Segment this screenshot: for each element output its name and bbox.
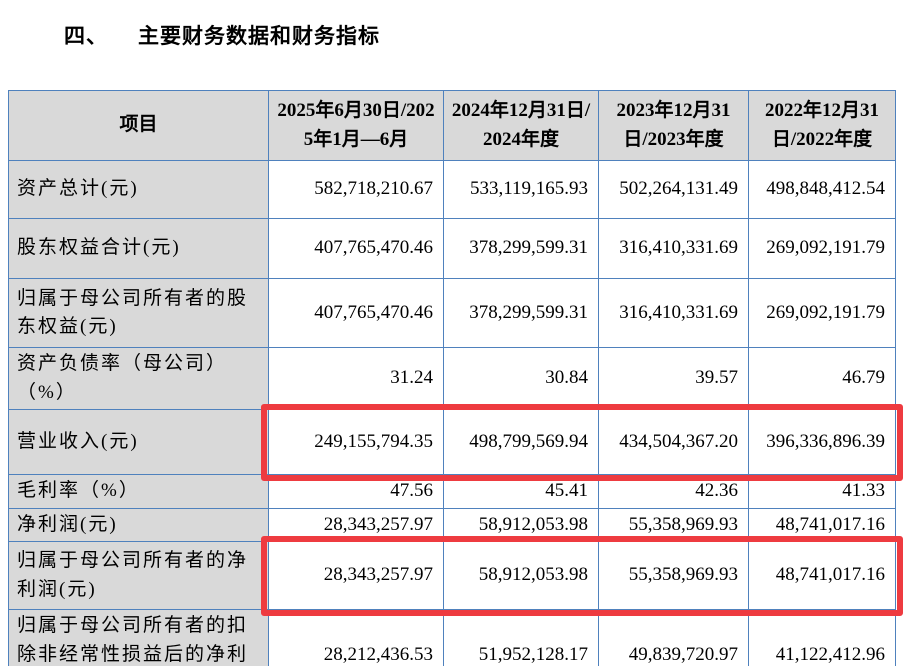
table-row-total-assets: 资产总计(元) 582,718,210.67 533,119,165.93 50… (8, 160, 896, 219)
value-cell: 51,952,128.17 (443, 609, 599, 666)
row-label: 资产负债率（母公司）（%） (8, 347, 269, 410)
table-header-row: 项目 2025年6月30日/2025年1月—6月 2024年12月31日/202… (8, 90, 896, 161)
value-cell: 407,765,470.46 (268, 278, 444, 348)
value-cell: 316,410,331.69 (598, 218, 749, 279)
value-cell: 42.36 (598, 474, 749, 509)
value-cell: 316,410,331.69 (598, 278, 749, 348)
table-row-debt-ratio: 资产负债率（母公司）（%） 31.24 30.84 39.57 46.79 (8, 347, 896, 410)
value-cell: 407,765,470.46 (268, 218, 444, 279)
row-label: 归属于母公司所有者的净利润(元) (8, 541, 269, 610)
column-header-2023: 2023年12月31日/2023年度 (598, 90, 749, 161)
column-header-item: 项目 (8, 90, 269, 161)
value-cell: 502,264,131.49 (598, 160, 749, 219)
value-cell: 48,741,017.16 (748, 507, 896, 542)
value-cell: 55,358,969.93 (598, 507, 749, 542)
value-cell: 45.41 (443, 474, 599, 509)
value-cell: 47.56 (268, 474, 444, 509)
column-header-2024: 2024年12月31日/2024年度 (443, 90, 599, 161)
value-cell: 378,299,599.31 (443, 218, 599, 279)
row-label: 毛利率（%） (8, 474, 269, 509)
table-row-deducted-net-profit: 归属于母公司所有者的扣除非经常性损益后的净利润(元) 28,212,436.53… (8, 609, 896, 666)
value-cell: 28,212,436.53 (268, 609, 444, 666)
section-heading: 四、 主要财务数据和财务指标 (0, 0, 903, 90)
row-label: 股东权益合计(元) (8, 218, 269, 279)
financial-table: 项目 2025年6月30日/2025年1月—6月 2024年12月31日/202… (8, 90, 896, 666)
value-cell: 498,848,412.54 (748, 160, 896, 219)
value-cell: 582,718,210.67 (268, 160, 444, 219)
table-row-net-profit: 净利润(元) 28,343,257.97 58,912,053.98 55,35… (8, 507, 896, 542)
value-cell: 39.57 (598, 347, 749, 410)
value-cell: 434,504,367.20 (598, 409, 749, 475)
value-cell: 55,358,969.93 (598, 541, 749, 610)
row-label: 净利润(元) (8, 507, 269, 542)
value-cell: 41.33 (748, 474, 896, 509)
value-cell: 41,122,412.96 (748, 609, 896, 666)
table-row-total-equity: 股东权益合计(元) 407,765,470.46 378,299,599.31 … (8, 218, 896, 279)
value-cell: 533,119,165.93 (443, 160, 599, 219)
table-row-revenue: 营业收入(元) 249,155,794.35 498,799,569.94 43… (8, 409, 896, 475)
value-cell: 396,336,896.39 (748, 409, 896, 475)
row-label: 归属于母公司所有者的扣除非经常性损益后的净利润(元) (8, 609, 269, 666)
row-label: 资产总计(元) (8, 160, 269, 219)
value-cell: 28,343,257.97 (268, 541, 444, 610)
value-cell: 28,343,257.97 (268, 507, 444, 542)
row-label: 归属于母公司所有者的股东权益(元) (8, 278, 269, 348)
value-cell: 31.24 (268, 347, 444, 410)
value-cell: 49,839,720.97 (598, 609, 749, 666)
section-number: 四、 (64, 24, 108, 48)
value-cell: 58,912,053.98 (443, 541, 599, 610)
column-header-2022: 2022年12月31日/2022年度 (748, 90, 896, 161)
value-cell: 498,799,569.94 (443, 409, 599, 475)
section-title-text: 主要财务数据和财务指标 (138, 24, 380, 48)
column-header-2025: 2025年6月30日/2025年1月—6月 (268, 90, 444, 161)
row-label: 营业收入(元) (8, 409, 269, 475)
table-row-parent-net-profit: 归属于母公司所有者的净利润(元) 28,343,257.97 58,912,05… (8, 541, 896, 610)
table-row-gross-margin: 毛利率（%） 47.56 45.41 42.36 41.33 (8, 474, 896, 509)
value-cell: 46.79 (748, 347, 896, 410)
value-cell: 269,092,191.79 (748, 218, 896, 279)
value-cell: 378,299,599.31 (443, 278, 599, 348)
value-cell: 58,912,053.98 (443, 507, 599, 542)
value-cell: 30.84 (443, 347, 599, 410)
value-cell: 269,092,191.79 (748, 278, 896, 348)
value-cell: 249,155,794.35 (268, 409, 444, 475)
table-row-parent-equity: 归属于母公司所有者的股东权益(元) 407,765,470.46 378,299… (8, 278, 896, 348)
value-cell: 48,741,017.16 (748, 541, 896, 610)
